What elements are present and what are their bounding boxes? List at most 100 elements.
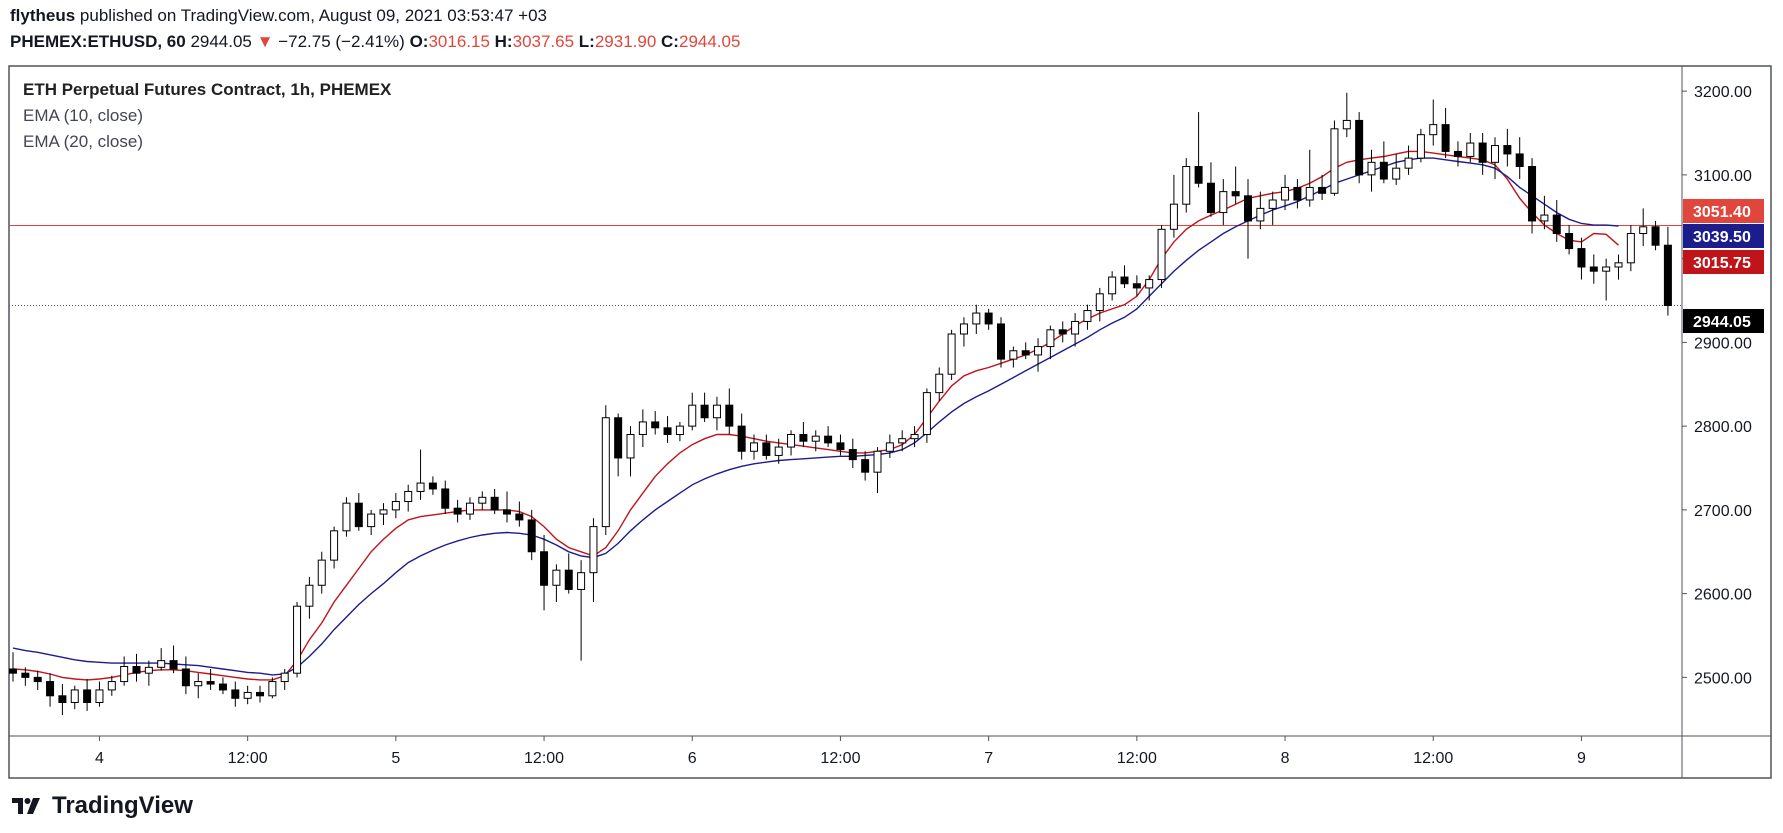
price-lines bbox=[9, 225, 1682, 306]
candle bbox=[83, 679, 92, 711]
candle-body bbox=[503, 509, 511, 515]
candle bbox=[997, 317, 1005, 368]
tradingview-logo: TradingView bbox=[10, 792, 193, 820]
candle-body bbox=[181, 668, 190, 687]
candle-body bbox=[1663, 244, 1672, 307]
candle bbox=[144, 660, 153, 686]
candle-body bbox=[1429, 124, 1438, 136]
candle-body bbox=[935, 373, 944, 394]
time-tick-label: 7 bbox=[984, 750, 993, 767]
candle bbox=[737, 413, 746, 460]
candle-body bbox=[1021, 350, 1030, 356]
candle-body bbox=[1626, 233, 1635, 264]
open-label: O: bbox=[409, 32, 429, 51]
candle-body bbox=[515, 513, 524, 521]
candle-body bbox=[46, 681, 55, 697]
candle-body bbox=[194, 681, 203, 687]
candle-body bbox=[1540, 214, 1549, 222]
candle-body bbox=[1453, 150, 1462, 157]
candle bbox=[1281, 174, 1290, 211]
candle bbox=[1157, 225, 1166, 288]
candle-body bbox=[391, 501, 400, 511]
down-arrow-icon: ▼ bbox=[256, 32, 274, 51]
price-chart[interactable]: 2500.002600.002700.002800.002900.003000.… bbox=[0, 0, 1783, 790]
candle bbox=[1256, 191, 1265, 230]
candle-body bbox=[1157, 228, 1166, 281]
candle bbox=[1602, 258, 1611, 301]
candle bbox=[1404, 145, 1413, 175]
candle bbox=[9, 652, 17, 682]
chart-legend-title: ETH Perpetual Futures Contract, 1h, PHEM… bbox=[23, 80, 392, 99]
time-tick-label: 6 bbox=[688, 750, 697, 767]
candle bbox=[774, 438, 783, 464]
candle-body bbox=[95, 689, 104, 703]
candle-body bbox=[354, 502, 363, 528]
candle-body bbox=[1515, 153, 1524, 167]
candle-body bbox=[1639, 226, 1648, 235]
candle-body bbox=[688, 404, 697, 427]
candle-body bbox=[144, 666, 153, 674]
candle bbox=[305, 576, 314, 619]
candle bbox=[626, 426, 635, 477]
candle-body bbox=[1602, 266, 1611, 272]
price-tick-label: 3100.00 bbox=[1694, 168, 1752, 185]
candle bbox=[1305, 149, 1314, 207]
candle-body bbox=[83, 689, 92, 703]
candle-body bbox=[9, 668, 17, 674]
candle-body bbox=[379, 509, 388, 515]
candle bbox=[1182, 158, 1191, 213]
candle bbox=[1132, 275, 1141, 297]
high-label: H: bbox=[494, 32, 513, 51]
candle bbox=[503, 491, 511, 523]
candle-body bbox=[947, 333, 956, 375]
price-badge-label: 3015.75 bbox=[1693, 255, 1751, 272]
candle-body bbox=[1528, 166, 1537, 222]
candle bbox=[1330, 120, 1339, 196]
candle-body bbox=[1367, 161, 1376, 176]
candle-body bbox=[873, 450, 882, 473]
candle bbox=[1478, 133, 1487, 175]
candle bbox=[231, 681, 240, 707]
open-value: 3016.15 bbox=[428, 32, 490, 51]
candle bbox=[1206, 162, 1215, 217]
author-name: flytheus bbox=[10, 6, 76, 25]
candle-body bbox=[404, 490, 413, 503]
price-badge-label: 3039.50 bbox=[1693, 229, 1751, 246]
candle-body bbox=[441, 488, 450, 509]
candle bbox=[280, 669, 289, 690]
candle bbox=[972, 304, 981, 334]
candle-body bbox=[589, 526, 598, 574]
candle-body bbox=[861, 459, 870, 473]
candle bbox=[787, 430, 796, 456]
candle bbox=[157, 648, 166, 671]
candle bbox=[1083, 304, 1092, 330]
candle bbox=[638, 409, 647, 448]
candle bbox=[750, 434, 758, 460]
time-tick-label: 12:00 bbox=[228, 750, 268, 767]
candle-body bbox=[1491, 145, 1499, 163]
candle-body bbox=[1009, 350, 1018, 360]
candle bbox=[391, 493, 400, 519]
candle-body bbox=[725, 404, 734, 427]
candle bbox=[984, 308, 993, 330]
candle-body bbox=[33, 676, 42, 683]
candle bbox=[1379, 141, 1388, 184]
candle bbox=[861, 451, 870, 481]
candle bbox=[564, 553, 573, 594]
candle bbox=[1441, 107, 1450, 159]
candle-body bbox=[305, 584, 314, 607]
candle bbox=[1058, 321, 1067, 343]
candle-body bbox=[1318, 186, 1327, 194]
candle bbox=[441, 480, 450, 515]
candle-body bbox=[1182, 166, 1191, 205]
candle bbox=[873, 447, 882, 494]
candle-body bbox=[811, 435, 820, 442]
candle bbox=[206, 669, 215, 690]
candle bbox=[651, 411, 660, 435]
candle-body bbox=[206, 681, 215, 685]
candle bbox=[478, 491, 487, 510]
candle-body bbox=[280, 672, 289, 683]
candle bbox=[1071, 313, 1080, 347]
candle-body bbox=[1416, 134, 1425, 159]
close-label: C: bbox=[661, 32, 679, 51]
